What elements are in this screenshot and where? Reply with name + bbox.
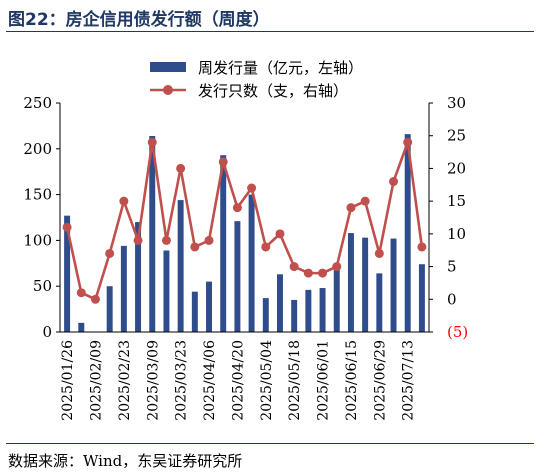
- line-point: [232, 203, 242, 213]
- line-point: [105, 248, 115, 258]
- left-tick-label: 50: [33, 277, 52, 295]
- bar: [177, 200, 184, 332]
- x-tick-label: 2025/06/29: [372, 340, 388, 421]
- line-point: [332, 262, 342, 272]
- x-tick-label: 2025/02/23: [117, 340, 133, 421]
- bar: [333, 263, 340, 332]
- legend-line-marker: [163, 85, 173, 95]
- bar: [106, 286, 113, 332]
- line-point: [147, 137, 157, 147]
- line-point: [119, 196, 129, 206]
- bar: [248, 194, 255, 332]
- line-point: [303, 268, 313, 278]
- line-point: [62, 222, 72, 232]
- line-point: [417, 242, 427, 252]
- bar: [262, 298, 269, 332]
- bar: [291, 299, 298, 332]
- line-point: [360, 196, 370, 206]
- line-point: [218, 157, 228, 167]
- line-point: [247, 183, 257, 193]
- bar: [376, 273, 383, 332]
- x-tick-label: 2025/03/09: [145, 340, 161, 421]
- x-axis: 2025/01/26 2025/02/09 2025/02/23 2025/03/09…: [60, 331, 429, 421]
- line-series: [62, 137, 427, 304]
- x-tick-label: 2025/05/18: [287, 340, 303, 421]
- figure-title: 图22：房企信用债发行额（周度）: [8, 10, 270, 30]
- right-tick-label: (5): [447, 323, 468, 341]
- bar: [206, 281, 212, 332]
- right-tick-label: 30: [447, 94, 466, 112]
- line-point: [403, 137, 413, 147]
- line-point: [76, 288, 86, 298]
- line-path: [65, 141, 424, 302]
- left-tick-label: 250: [23, 94, 52, 112]
- bar: [191, 291, 198, 332]
- bar: [319, 288, 326, 332]
- legend: 周发行量（亿元，左轴） 发行只数（支，右轴）: [150, 59, 363, 100]
- line-point: [161, 235, 171, 245]
- x-tick-label: 2025/06/01: [316, 340, 332, 421]
- left-tick-label: 200: [23, 140, 52, 158]
- right-tick-label: 15: [447, 192, 466, 210]
- left-axis: 0 50 100 150 200 250: [23, 94, 61, 341]
- bar: [220, 155, 227, 332]
- x-tick-label: 2025/05/04: [259, 340, 275, 421]
- right-tick-label: 5: [447, 258, 457, 276]
- x-tick-label: 2025/03/23: [174, 340, 190, 421]
- x-tick-label: 2025/01/26: [60, 340, 76, 421]
- bar: [277, 274, 283, 332]
- bar: [78, 322, 85, 332]
- right-tick-label: 10: [447, 225, 466, 243]
- bar: [64, 215, 71, 332]
- bar: [135, 222, 142, 332]
- bar: [305, 289, 312, 332]
- source-rule: [6, 443, 534, 444]
- line-point: [261, 242, 271, 252]
- bar: [362, 237, 369, 332]
- bar: [149, 135, 156, 332]
- bar: [120, 245, 127, 332]
- bar: [404, 134, 411, 332]
- x-tick-label: 2025/06/15: [344, 340, 360, 421]
- line-point: [275, 229, 285, 239]
- right-axis: (5) 0 5 10 15 20 25 30: [428, 94, 468, 341]
- line-point: [374, 248, 384, 258]
- x-tick-label: 2025/02/09: [88, 340, 104, 421]
- source-note: 数据来源：Wind，东吴证券研究所: [8, 452, 243, 470]
- left-tick-label: 0: [42, 323, 52, 341]
- line-point: [346, 203, 356, 213]
- line-point: [176, 163, 186, 173]
- line-point: [90, 294, 100, 304]
- bar: [418, 264, 425, 332]
- legend-bar-label: 周发行量（亿元，左轴）: [198, 59, 363, 77]
- legend-bar-swatch: [150, 62, 186, 72]
- bar: [234, 221, 241, 332]
- title-rule: [6, 31, 534, 32]
- x-tick-label: 2025/07/13: [401, 340, 417, 421]
- right-tick-label: 0: [447, 290, 457, 308]
- bar: [347, 233, 354, 332]
- line-point: [133, 235, 143, 245]
- left-tick-label: 100: [23, 231, 52, 249]
- bar-series: [64, 134, 425, 332]
- line-point: [190, 242, 200, 252]
- line-point: [204, 235, 214, 245]
- line-point: [318, 268, 328, 278]
- bar: [163, 250, 170, 332]
- x-tick-label: 2025/04/20: [230, 340, 246, 421]
- right-tick-label: 20: [447, 159, 466, 177]
- bar: [390, 238, 397, 332]
- line-point: [389, 177, 399, 187]
- line-point: [289, 262, 299, 272]
- right-tick-label: 25: [447, 127, 466, 145]
- x-tick-label: 2025/04/06: [202, 340, 218, 421]
- left-tick-label: 150: [23, 186, 52, 204]
- legend-line-label: 发行只数（支，右轴）: [198, 82, 348, 100]
